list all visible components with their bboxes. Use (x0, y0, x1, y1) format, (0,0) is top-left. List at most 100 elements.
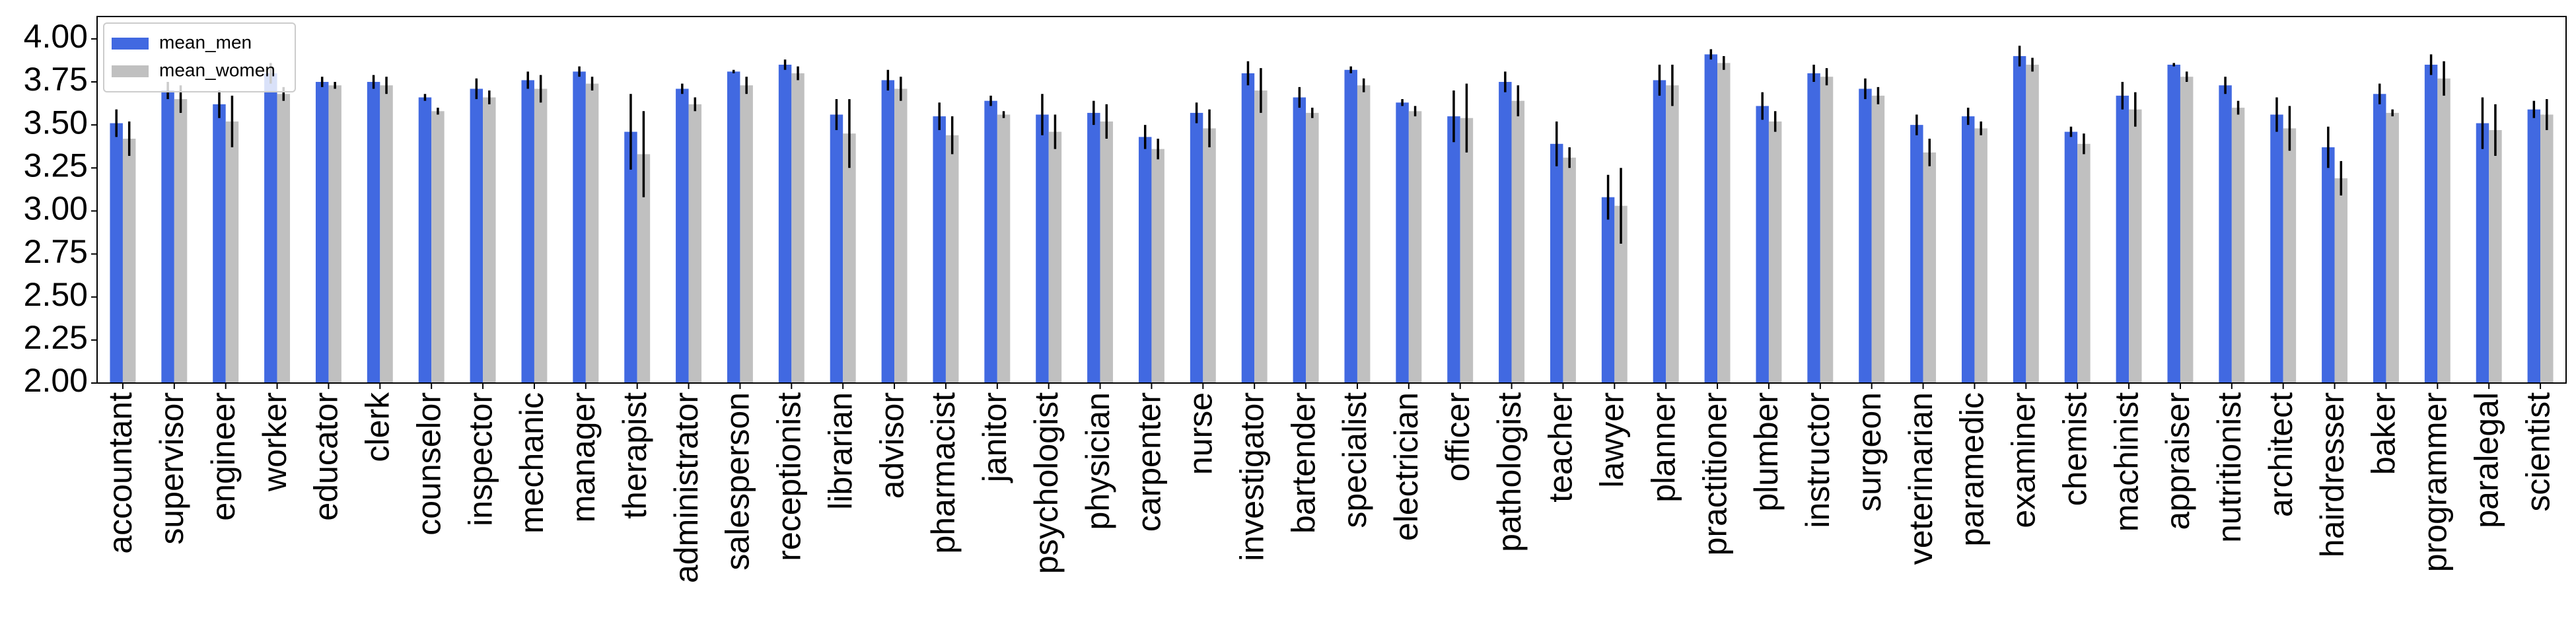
bar (1756, 106, 1769, 383)
bar (1614, 205, 1628, 383)
bar (521, 80, 534, 383)
x-tick-label: carpenter (1131, 392, 1168, 532)
y-tick-label: 2.75 (24, 233, 88, 270)
bar (2373, 94, 2386, 383)
x-tick-label: therapist (616, 392, 653, 519)
bar (110, 123, 123, 383)
bar (894, 88, 908, 383)
x-tick-label: pharmacist (925, 392, 962, 554)
x-tick-label: machinist (2108, 392, 2145, 532)
bar (1974, 128, 1987, 383)
x-tick-label: educator (308, 392, 345, 521)
bar (2077, 143, 2091, 383)
bar (174, 99, 188, 383)
bar (2167, 64, 2180, 383)
x-tick-label: electrician (1388, 392, 1425, 541)
bar (1460, 118, 1474, 383)
plot-frame (96, 16, 2567, 384)
bar (1820, 77, 1834, 384)
bar (1807, 73, 1820, 384)
bar (1550, 143, 1563, 383)
bar (637, 154, 651, 384)
x-tick-label: specialist (1336, 392, 1373, 528)
x-tick-label: paramedic (1954, 392, 1991, 546)
bar (727, 71, 740, 383)
x-tick-label: paralegal (2468, 392, 2505, 528)
x-tick-label: officer (1439, 392, 1476, 481)
bar (213, 104, 226, 383)
x-tick-label: hairdresser (2314, 392, 2351, 557)
bar (1344, 69, 1357, 383)
x-tick-label: practitioner (1696, 392, 1733, 555)
y-tick-label: 2.25 (24, 319, 88, 356)
bar (2476, 123, 2489, 383)
bar (1768, 121, 1782, 383)
y-tick-label: 3.50 (24, 104, 88, 141)
bar (315, 82, 329, 383)
x-tick-label: planner (1645, 392, 1682, 503)
bar (1871, 95, 1885, 383)
bar (1499, 82, 1512, 383)
legend-swatch (112, 38, 149, 50)
x-tick-label: psychologist (1028, 392, 1065, 574)
bar (676, 88, 689, 383)
bar (2270, 114, 2283, 384)
bar (431, 111, 445, 383)
bar (1704, 54, 1718, 383)
y-tick-label: 3.25 (24, 147, 88, 184)
bar (1151, 149, 1164, 384)
bar (1396, 102, 1409, 384)
x-tick-label: nurse (1182, 392, 1219, 475)
bar (2129, 109, 2142, 383)
bar (624, 131, 637, 384)
y-tick-label: 4.00 (24, 18, 88, 55)
bar (1859, 88, 1872, 383)
bar (2116, 95, 2129, 383)
bar (380, 85, 393, 384)
x-tick-label: examiner (2005, 392, 2042, 528)
bar (1511, 100, 1525, 383)
bar (740, 85, 753, 384)
bar (945, 135, 959, 383)
bar (1306, 112, 1319, 383)
legend-box (103, 22, 296, 92)
bar (277, 94, 291, 383)
x-tick-label: baker (2365, 392, 2402, 475)
bar (1447, 116, 1460, 383)
bar (1923, 152, 1937, 383)
bar (1653, 80, 1666, 383)
x-tick-label: janitor (976, 392, 1013, 483)
x-tick-label: mechanic (513, 392, 550, 534)
bar (1241, 73, 1255, 384)
x-tick-label: appraiser (2159, 392, 2196, 530)
y-tick-label: 3.75 (24, 61, 88, 98)
x-tick-label: physician (1079, 392, 1116, 530)
bar (2489, 129, 2502, 383)
bar (1100, 121, 1114, 383)
x-tick-label: counselor (410, 392, 447, 536)
bar (161, 90, 174, 384)
y-tick-label: 2.00 (24, 362, 88, 399)
x-tick-label: worker (256, 392, 293, 492)
bar (791, 73, 805, 384)
bar (1036, 114, 1049, 384)
legend-swatch (112, 65, 149, 77)
bar (1910, 125, 1923, 384)
bar (328, 85, 341, 384)
bar (1601, 197, 1615, 383)
x-tick-label: lawyer (1594, 392, 1631, 487)
x-tick-label: accountant (102, 392, 139, 554)
bar (2283, 128, 2297, 383)
bar (1254, 90, 1268, 384)
bar (483, 97, 496, 383)
bar (1293, 97, 1306, 383)
bar (122, 139, 136, 383)
x-tick-label: nutritionist (2211, 392, 2248, 543)
legend-label: mean_men (159, 32, 252, 52)
x-tick-label: salesperson (719, 392, 756, 571)
bar (688, 104, 702, 383)
bar (2013, 55, 2026, 384)
bar (1408, 111, 1422, 383)
bar (1203, 128, 1216, 383)
